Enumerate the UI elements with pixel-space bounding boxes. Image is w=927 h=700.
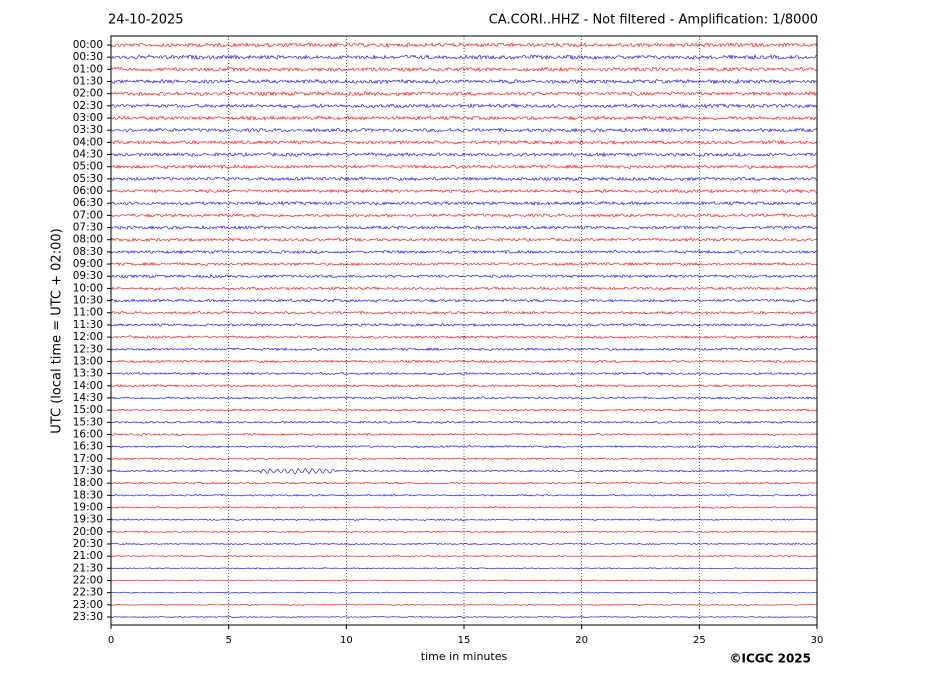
trace — [110, 90, 818, 97]
y-tick-label: 12:30 — [73, 343, 103, 355]
trace — [110, 603, 818, 606]
x-tick-label: 20 — [575, 635, 588, 646]
y-tick-label: 09:00 — [73, 258, 103, 270]
y-tick-label: 06:30 — [73, 197, 103, 209]
x-axis-label: time in minutes — [421, 650, 508, 663]
y-tick-label: 23:00 — [73, 599, 103, 611]
trace — [111, 457, 818, 461]
y-tick-label: 22:30 — [73, 587, 103, 599]
y-tick-label: 17:00 — [73, 453, 103, 465]
trace — [110, 335, 818, 340]
y-tick-label: 07:00 — [73, 209, 103, 221]
trace — [110, 468, 818, 475]
y-tick-label: 12:00 — [73, 331, 103, 343]
y-tick-label: 00:30 — [73, 51, 103, 63]
trace — [110, 151, 818, 158]
trace — [110, 445, 818, 449]
trace — [110, 567, 818, 570]
copyright: ©ICGC 2025 — [729, 652, 811, 666]
trace — [110, 115, 818, 121]
y-tick-label: 21:30 — [73, 562, 103, 574]
y-tick-label: 17:30 — [73, 465, 103, 477]
y-tick-label: 16:30 — [73, 441, 103, 453]
x-tick-label: 0 — [108, 635, 114, 646]
y-tick-label: 05:30 — [73, 173, 103, 185]
y-tick-label: 21:00 — [73, 550, 103, 562]
y-tick-label: 04:00 — [73, 136, 103, 148]
y-tick-label: 19:00 — [73, 501, 103, 513]
y-tick-label: 14:00 — [73, 380, 103, 392]
trace — [110, 420, 818, 424]
x-tick-label: 30 — [811, 635, 824, 646]
y-tick-label: 00:00 — [73, 39, 103, 51]
y-tick-label: 18:30 — [73, 489, 103, 501]
y-tick-label: 11:30 — [73, 319, 103, 331]
y-tick-label: 08:30 — [73, 246, 103, 258]
trace — [110, 591, 818, 594]
y-tick-label: 02:30 — [73, 100, 103, 112]
y-tick-label: 05:00 — [73, 161, 103, 173]
y-tick-label: 14:30 — [73, 392, 103, 404]
x-tick-label: 5 — [225, 635, 231, 646]
date: 24-10-2025 — [108, 13, 184, 28]
y-tick-label: 02:00 — [73, 88, 103, 100]
y-tick-label: 15:30 — [73, 416, 103, 428]
y-tick-label: 03:30 — [73, 124, 103, 136]
y-tick-label: 19:30 — [73, 514, 103, 526]
y-tick-label: 13:00 — [73, 355, 103, 367]
trace — [110, 408, 818, 412]
trace — [110, 213, 818, 218]
y-tick-label: 08:00 — [73, 234, 103, 246]
x-tick-label: 10 — [340, 635, 353, 646]
trace — [111, 164, 818, 170]
y-tick-label: 03:00 — [73, 112, 103, 124]
trace — [110, 616, 817, 618]
y-tick-label: 22:00 — [73, 574, 103, 586]
trace — [110, 371, 818, 376]
y-tick-label: 13:30 — [73, 368, 103, 380]
y-tick-label: 01:30 — [73, 76, 103, 88]
y-tick-label: 20:00 — [73, 526, 103, 538]
y-tick-label: 04:30 — [73, 149, 103, 161]
trace — [110, 286, 818, 291]
x-tick-label: 25 — [693, 635, 706, 646]
y-tick-label: 20:30 — [73, 538, 103, 550]
y-tick-label: 16:00 — [73, 428, 103, 440]
trace — [111, 396, 818, 400]
y-tick-label: 11:00 — [73, 307, 103, 319]
trace — [110, 579, 818, 582]
y-axis-label: UTC (local time = UTC + 02:00) — [50, 228, 65, 433]
y-tick-label: 07:30 — [73, 222, 103, 234]
chart-title: CA.CORI..HHZ - Not filtered - Amplificat… — [489, 13, 818, 28]
trace — [110, 127, 818, 133]
y-tick-label: 23:30 — [73, 611, 103, 623]
x-tick-label: 15 — [458, 635, 471, 646]
y-tick-label: 10:30 — [73, 295, 103, 307]
y-tick-label: 15:00 — [73, 404, 103, 416]
y-tick-label: 18:00 — [73, 477, 103, 489]
y-tick-label: 01:00 — [73, 63, 103, 75]
y-tick-label: 06:00 — [73, 185, 103, 197]
y-tick-label: 09:30 — [73, 270, 103, 282]
y-tick-label: 10:00 — [73, 282, 103, 294]
